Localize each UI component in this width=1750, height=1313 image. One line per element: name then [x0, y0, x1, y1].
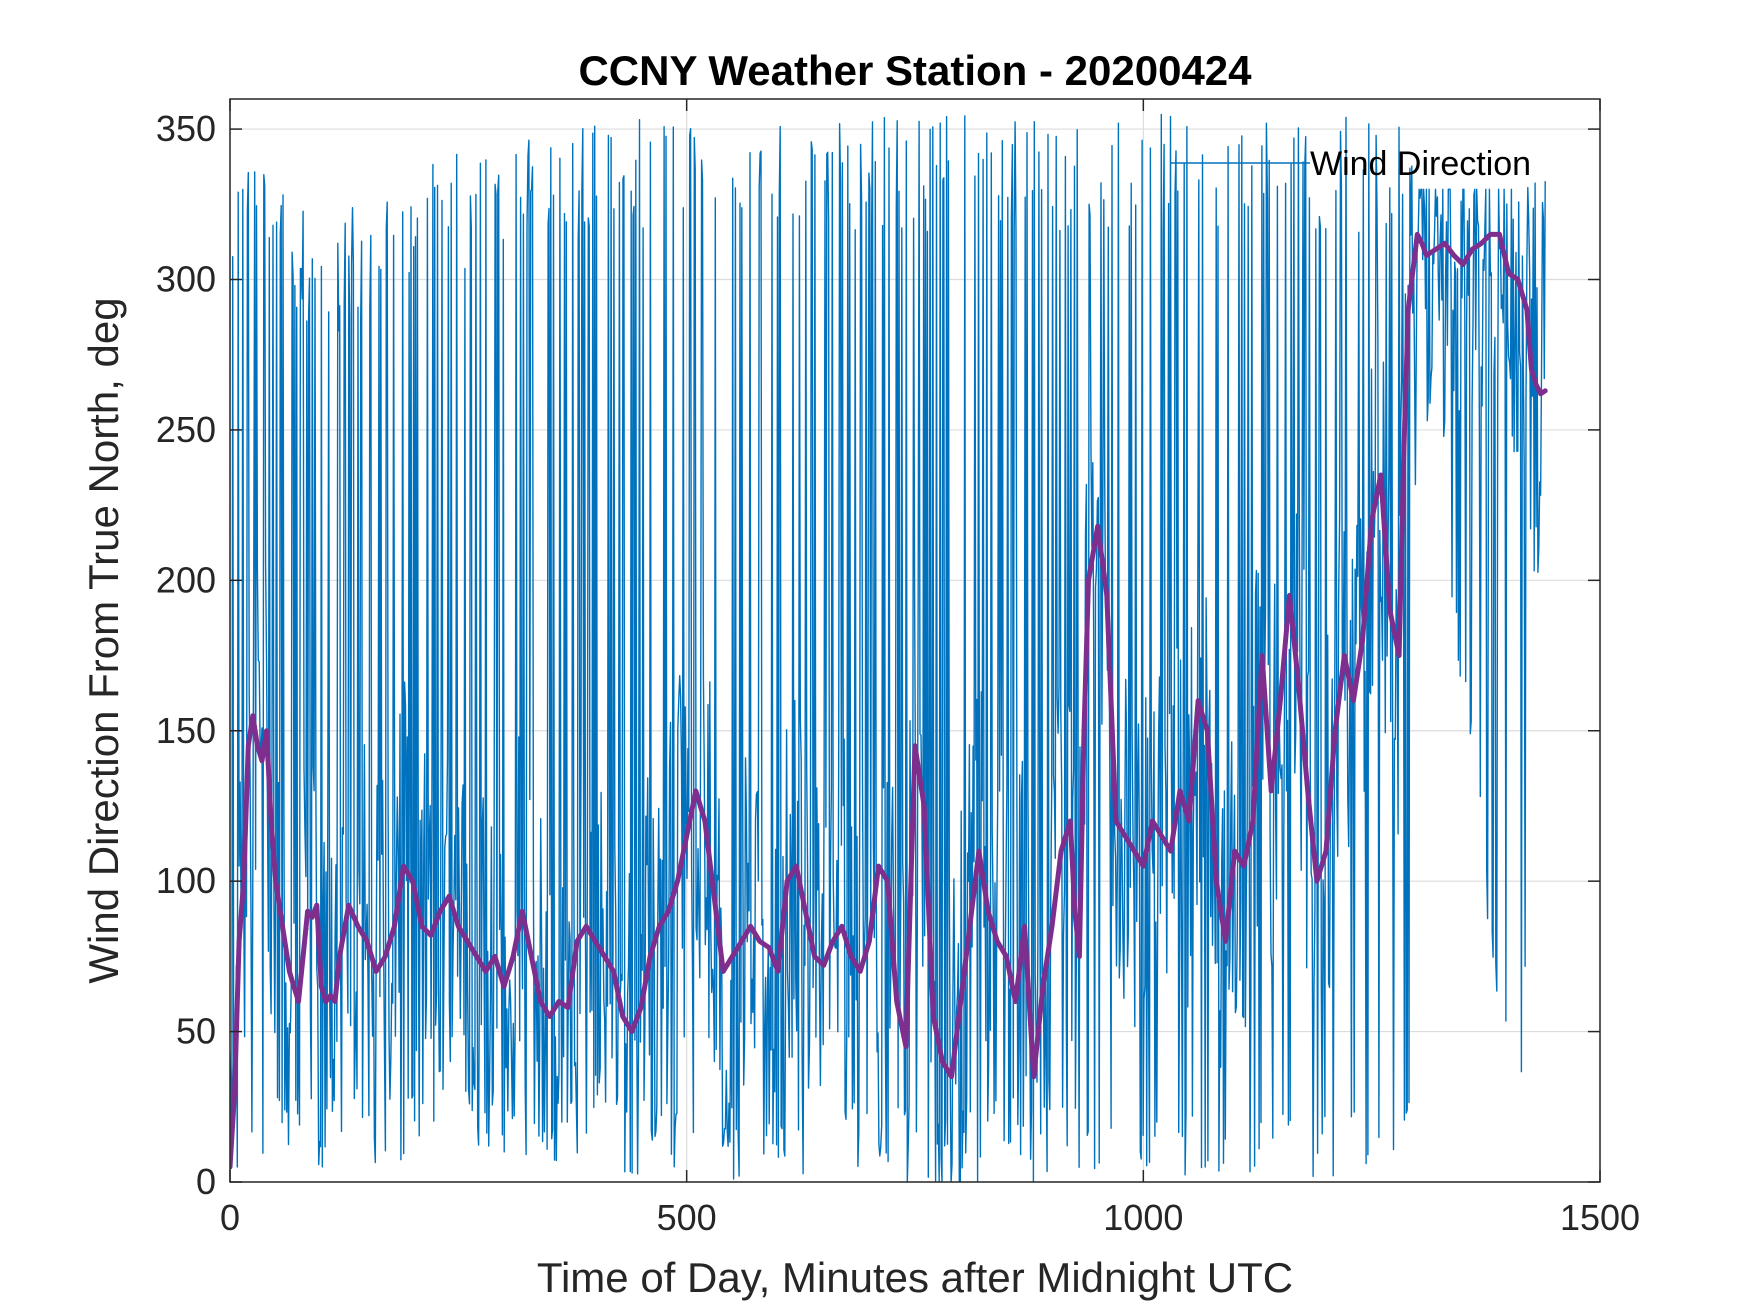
x-tick-label-1500: 1500 — [1560, 1197, 1640, 1238]
y-tick-label-200: 200 — [156, 559, 216, 600]
x-tick-label-1000: 1000 — [1103, 1197, 1183, 1238]
series-line-wind-direction — [230, 113, 1546, 1182]
plot-frame — [229, 98, 1601, 1183]
y-tick-label-100: 100 — [156, 860, 216, 901]
axis-ticks: 0 50 100 150 200 250 300 350 0 500 1000 1500 — [156, 99, 1640, 1238]
y-axis-label: Wind Direction From True North, deg — [80, 297, 127, 983]
y-tick-label-50: 50 — [176, 1011, 216, 1052]
y-tick-label-0: 0 — [196, 1161, 216, 1202]
series-layer — [230, 113, 1548, 1182]
chart-title: CCNY Weather Station - 20200424 — [578, 47, 1252, 94]
legend: Wind Direction — [1170, 145, 1531, 183]
y-tick-label-350: 350 — [156, 108, 216, 149]
x-axis-label: Time of Day, Minutes after Midnight UTC — [537, 1254, 1293, 1301]
x-tick-label-0: 0 — [220, 1197, 240, 1238]
y-tick-label-300: 300 — [156, 259, 216, 300]
legend-entry-wind-direction: Wind Direction — [1310, 145, 1531, 183]
x-tick-label-500: 500 — [657, 1197, 717, 1238]
y-tick-label-150: 150 — [156, 710, 216, 751]
y-tick-label-250: 250 — [156, 409, 216, 450]
series-line-smoothed-wind-direction — [230, 231, 1548, 1170]
